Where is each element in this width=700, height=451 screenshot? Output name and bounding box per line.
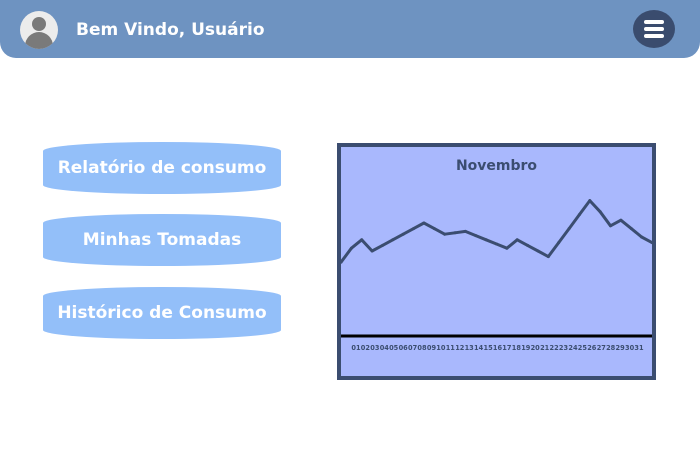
chart-point-05: [381, 243, 384, 247]
chart-tick-label: 23: [559, 344, 569, 352]
chart-point-30: [640, 235, 644, 239]
welcome-text: Bem Vindo, Usuário: [76, 20, 265, 40]
chart-tick-label: 09: [427, 344, 437, 352]
chart-point-09: [422, 221, 426, 225]
menu-bar-middle: [644, 27, 664, 31]
chart-tick-label: 29: [616, 344, 626, 352]
my-sockets-button[interactable]: Minhas Tomadas: [43, 214, 281, 266]
chart-tick-label: 28: [606, 344, 616, 352]
consumption-history-button[interactable]: Histórico de Consumo: [43, 287, 281, 339]
chart-point-25: [588, 199, 592, 203]
menu-bar-bottom: [644, 34, 664, 38]
menu-bar-top: [644, 20, 664, 24]
chart-tick-label: 03: [370, 344, 380, 352]
chart-tick-label: 19: [521, 344, 531, 352]
header-bar: Bem Vindo, Usuário: [0, 0, 700, 58]
chart-tick-label: 06: [399, 344, 409, 352]
chart-point-12: [453, 231, 457, 235]
chart-point-26: [598, 210, 602, 214]
user-avatar-icon[interactable]: [20, 11, 58, 49]
chart-point-01: [341, 260, 343, 264]
chart-tick-label: 31: [634, 344, 644, 352]
consumption-report-button[interactable]: Relatório de consumo: [43, 142, 281, 194]
chart-tick-label: 15: [484, 344, 494, 352]
chart-point-18: [515, 238, 519, 242]
chart-point-31: [650, 241, 652, 245]
chart-point-04: [370, 249, 374, 253]
chart-point-27: [609, 224, 612, 228]
chart-point-11: [443, 232, 447, 236]
chart-point-24: [577, 213, 581, 217]
chart-point-10: [432, 227, 436, 231]
chart-tick-label: 07: [408, 344, 418, 352]
chart-tick-label: 24: [568, 344, 578, 352]
chart-point-23: [567, 227, 571, 231]
chart-tick-label: 26: [587, 344, 597, 352]
chart-point-02: [349, 246, 353, 250]
chart-point-06: [391, 238, 395, 242]
chart-point-21: [546, 255, 550, 259]
chart-point-19: [526, 243, 530, 247]
chart-tick-label: 21: [540, 344, 550, 352]
chart-point-16: [495, 242, 498, 246]
chart-point-08: [412, 227, 416, 231]
chart-point-07: [401, 232, 405, 236]
chart-tick-label: 01: [351, 344, 361, 352]
chart-point-17: [505, 246, 509, 250]
chart-point-22: [557, 241, 561, 245]
chart-tick-label: 22: [550, 344, 560, 352]
avatar-body: [25, 32, 53, 49]
chart-tick-label: 20: [531, 344, 541, 352]
chart-tick-label: 12: [455, 344, 465, 352]
chart-tick-label: 16: [493, 344, 503, 352]
chart-tick-label: 11: [446, 344, 456, 352]
chart-series-line: [341, 199, 652, 264]
chart-point-28: [619, 218, 623, 222]
chart-tick-label: 08: [417, 344, 427, 352]
chart-point-14: [474, 234, 478, 238]
chart-point-13: [463, 229, 467, 233]
chart-plot-area: 01 02 03 04 05 06 07 08 09 10 11 12 13 14 15 16 17 18 19 20…: [341, 199, 652, 352]
chart-tick-label: 14: [474, 344, 484, 352]
chart-tick-label: 27: [597, 344, 607, 352]
avatar-head: [32, 17, 46, 31]
chart-tick-label: 13: [465, 344, 475, 352]
hamburger-menu-icon[interactable]: [633, 10, 675, 48]
consumption-chart: Novembro 01 02 03 04 05 06 07 08 09 10 11 12 13 14 15 1…: [337, 143, 656, 380]
chart-tick-label: 17: [502, 344, 512, 352]
chart-tick-label: 25: [578, 344, 588, 352]
chart-point-20: [536, 249, 540, 253]
chart-tick-label: 04: [380, 344, 390, 352]
chart-tick-label: 05: [389, 344, 399, 352]
chart-point-15: [484, 238, 488, 242]
chart-tick-label: 30: [625, 344, 635, 352]
chart-point-03: [360, 238, 364, 242]
chart-tick-label: 10: [436, 344, 446, 352]
chart-tick-label: 18: [512, 344, 522, 352]
chart-tick-label: 02: [361, 344, 371, 352]
chart-title: Novembro: [455, 158, 538, 174]
chart-point-29: [629, 227, 633, 231]
